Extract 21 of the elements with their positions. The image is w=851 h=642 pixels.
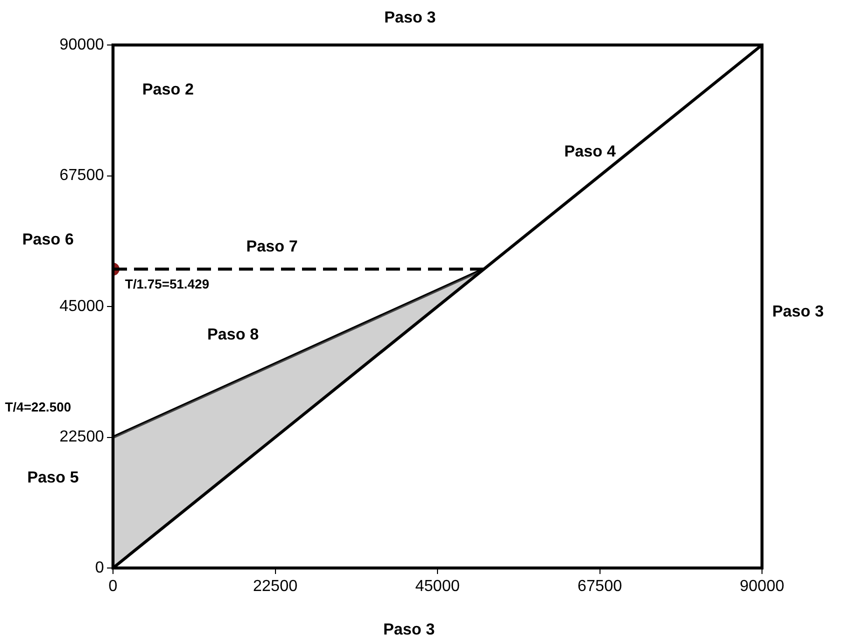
- text: Paso 3: [772, 303, 824, 320]
- annotation: Paso 2: [142, 81, 194, 98]
- text: Paso 3: [384, 9, 436, 26]
- annotation: Paso 7: [246, 238, 298, 256]
- annotation: Paso 8: [207, 326, 259, 344]
- y-tick-label: 90000: [60, 36, 104, 54]
- text: T/4=22.500: [4, 400, 72, 415]
- text: Paso 5: [27, 469, 79, 486]
- y-tick-label: 0: [95, 559, 104, 576]
- x-tick-label: 22500: [253, 578, 298, 596]
- annotation: Paso 4: [564, 143, 616, 160]
- x-tick-label: 45000: [415, 578, 460, 596]
- text: Paso 6: [22, 231, 74, 248]
- text: Paso 3: [383, 621, 435, 638]
- annotation: T/1.75=51.429: [125, 276, 210, 292]
- y-tick-label: 67500: [60, 167, 104, 184]
- x-tick-label: 67500: [578, 578, 622, 596]
- x-tick-label: 0: [108, 578, 118, 596]
- y-tick-label: 45000: [60, 298, 104, 315]
- y-tick-label: 22500: [60, 428, 104, 446]
- x-tick-label: 90000: [740, 578, 784, 596]
